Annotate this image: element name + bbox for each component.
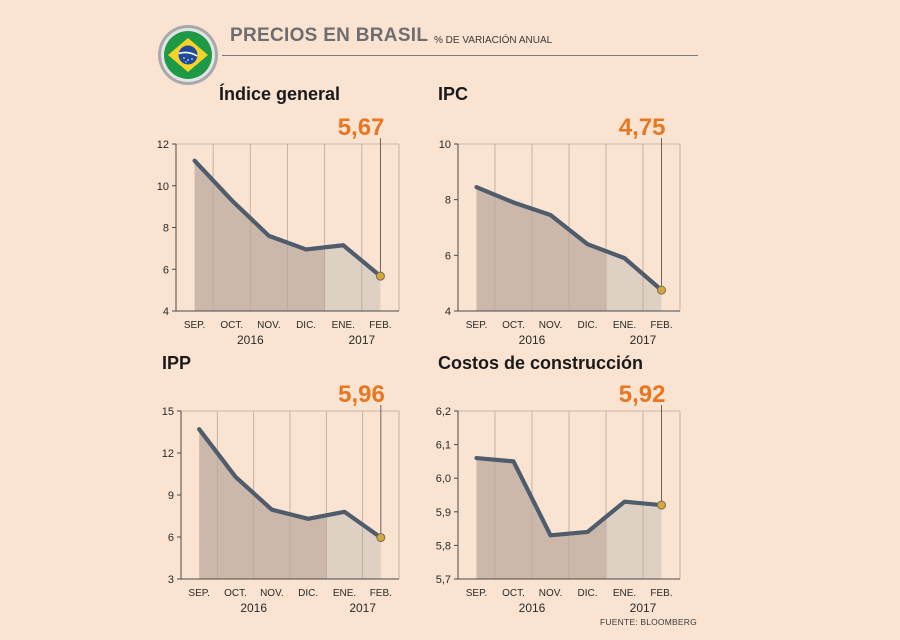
chart-title-ipc: IPC <box>438 84 469 104</box>
chart-title-indice-general: Índice general <box>219 84 341 104</box>
last-value-label-ipc: 4,75 <box>619 114 666 141</box>
x-tick-label: FEB. <box>370 588 392 599</box>
year-label-2017: 2017 <box>630 601 657 615</box>
x-tick-label: OCT. <box>502 588 525 599</box>
area-2016-ipc <box>476 187 606 311</box>
x-tick-label: DIC. <box>578 320 598 331</box>
y-tick-label: 10 <box>157 181 169 193</box>
year-label-2016: 2016 <box>519 333 546 347</box>
last-value-label-costos-construccion: 5,92 <box>619 381 666 408</box>
year-label-2017: 2017 <box>348 333 375 347</box>
x-tick-label: OCT. <box>220 320 243 331</box>
x-tick-label: DIC. <box>296 320 316 331</box>
y-tick-label: 9 <box>168 490 174 502</box>
chart-title-ipp: IPP <box>162 353 192 373</box>
y-tick-label: 5,7 <box>436 574 451 586</box>
header: PRECIOS EN BRASIL % DE VARIACIÓN ANUAL <box>0 0 900 85</box>
series-line-indice-general <box>192 158 383 279</box>
year-label-2017: 2017 <box>630 333 657 347</box>
y-tick-label: 5,8 <box>436 540 451 552</box>
series-line-ipc <box>474 185 664 293</box>
last-point-marker <box>376 533 386 543</box>
y-tick-label: 5,9 <box>436 507 451 519</box>
x-tick-label: FEB. <box>369 320 391 331</box>
chart-group-indice-general: 4 6 8 10 12 SEP. OCT. NOV. DIC. ENE. FEB. 2016 2017 5… <box>157 114 400 347</box>
x-tick-label: SEP. <box>188 588 210 599</box>
x-tick-label: FEB. <box>650 588 672 599</box>
last-value-label-ipp: 5,96 <box>338 381 385 408</box>
last-point-marker <box>375 271 385 281</box>
y-tick-label: 15 <box>162 406 174 418</box>
header-divider <box>222 55 698 56</box>
area-2017-costos-construccion <box>606 501 662 579</box>
y-tick-label: 6 <box>163 264 169 276</box>
y-tick-label: 6 <box>168 532 174 544</box>
x-tick-label: NOV. <box>539 320 563 331</box>
area-2017-indice-general <box>324 245 381 311</box>
y-tick-label: 6,1 <box>436 440 451 452</box>
y-tick-label: 4 <box>445 306 451 318</box>
y-tick-label: 8 <box>163 223 169 235</box>
x-tick-label: ENE. <box>613 588 636 599</box>
y-tick-label: 4 <box>163 306 169 318</box>
y-tick-label: 8 <box>445 195 451 207</box>
x-tick-label: NOV. <box>539 588 563 599</box>
y-tick-label: 12 <box>157 139 169 151</box>
x-tick-label: ENE. <box>332 320 355 331</box>
x-tick-label: OCT. <box>502 320 525 331</box>
x-tick-label: FEB. <box>650 320 672 331</box>
y-tick-label: 6 <box>445 250 451 262</box>
x-tick-label: SEP. <box>466 320 488 331</box>
y-tick-label: 3 <box>168 574 174 586</box>
area-2017-ipc <box>606 251 662 311</box>
year-label-2016: 2016 <box>519 601 546 615</box>
page-subtitle: % DE VARIACIÓN ANUAL <box>434 35 553 46</box>
y-tick-label: 6,2 <box>436 406 451 418</box>
chart-group-ipp: 3 6 9 12 15 SEP. OCT. NOV. DIC. ENE. FEB. 2016 2017 5… <box>162 381 400 615</box>
year-label-2016: 2016 <box>240 601 267 615</box>
series-line-costos-construccion <box>474 455 664 538</box>
chart-group-costos-construccion: 5,7 5,8 5,9 6,0 6,1 6,2 SEP. OCT. NOV. DIC. ENE. FE… <box>436 381 681 615</box>
x-tick-label: NOV. <box>257 320 281 331</box>
x-tick-label: SEP. <box>184 320 206 331</box>
y-tick-label: 6,0 <box>436 473 451 485</box>
area-2017-ipp <box>326 511 381 579</box>
x-tick-label: ENE. <box>333 588 356 599</box>
x-tick-label: DIC. <box>578 588 598 599</box>
year-label-2016: 2016 <box>237 333 264 347</box>
x-tick-label: NOV. <box>260 588 284 599</box>
x-tick-label: SEP. <box>466 588 488 599</box>
y-tick-label: 12 <box>162 448 174 460</box>
x-tick-label: ENE. <box>613 320 636 331</box>
series-line-ipp <box>197 427 383 540</box>
x-tick-label: OCT. <box>224 588 247 599</box>
year-label-2017: 2017 <box>349 601 376 615</box>
last-point-marker <box>657 500 666 510</box>
x-tick-label: DIC. <box>298 588 318 599</box>
y-tick-label: 10 <box>439 139 451 151</box>
source-note: FUENTE: BLOOMBERG <box>600 617 697 627</box>
last-point-marker <box>657 285 666 295</box>
page-title: PRECIOS EN BRASIL <box>230 25 429 46</box>
brazil-flag-icon <box>158 25 218 85</box>
last-value-label-indice-general: 5,67 <box>338 114 385 141</box>
chart-group-ipc: 4 6 8 10 SEP. OCT. NOV. DIC. ENE. FEB. 2016 2017 4,7… <box>439 114 681 347</box>
chart-title-costos-construccion: Costos de construcción <box>438 353 644 373</box>
